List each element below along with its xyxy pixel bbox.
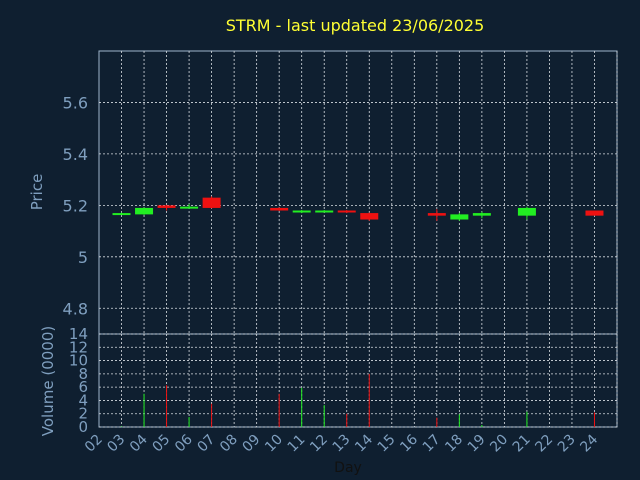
volume-y-tick-label: 12 — [69, 338, 88, 356]
candle-body — [180, 206, 199, 209]
x-axis-ticks: 0203040506070809101112131415161718192021… — [82, 431, 601, 455]
candle-body — [585, 210, 604, 216]
candle-body — [360, 213, 379, 220]
volume-y-tick-label: 2 — [78, 405, 88, 423]
volume-y-tick-label: 8 — [78, 365, 88, 383]
candle-body — [517, 207, 536, 216]
price-y-tick-label: 5.2 — [63, 196, 88, 215]
price-y-tick-label: 5 — [78, 248, 88, 267]
candle-body — [112, 213, 131, 216]
candle-body — [450, 214, 469, 220]
x-axis-label: Day — [334, 460, 362, 476]
candle-body — [315, 210, 334, 213]
volume-y-tick-label: 0 — [78, 418, 88, 436]
price-y-tick-label: 5.4 — [63, 145, 88, 164]
candle-body — [202, 197, 221, 208]
price-panel: 4.8 5 5.2 5.4 5.6 Price — [28, 50, 618, 335]
candle-body — [472, 213, 491, 216]
price-y-ticks: 4.8 5 5.2 5.4 5.6 — [63, 93, 88, 318]
candle-body — [157, 205, 176, 208]
price-candles — [112, 196, 604, 221]
chart-title: STRM - last updated 23/06/2025 — [226, 16, 485, 35]
volume-y-tick-label: 10 — [69, 352, 88, 370]
price-y-tick-label: 4.8 — [63, 299, 88, 318]
candle-body — [292, 210, 311, 213]
volume-y-tick-label: 14 — [69, 325, 88, 343]
volume-y-tick-label: 4 — [78, 391, 88, 409]
volume-y-axis-label: Volume (0000) — [39, 326, 57, 436]
price-y-tick-label: 5.6 — [63, 93, 88, 112]
candle-body — [427, 213, 446, 216]
volume-plot-frame — [98, 333, 618, 428]
volume-bars — [121, 373, 595, 427]
price-gridlines — [99, 51, 618, 334]
candle-body — [270, 207, 289, 211]
price-y-axis-label: Price — [28, 174, 46, 211]
candle-body — [135, 207, 154, 215]
candle-body — [337, 210, 356, 213]
volume-y-tick-label: 6 — [78, 378, 88, 396]
